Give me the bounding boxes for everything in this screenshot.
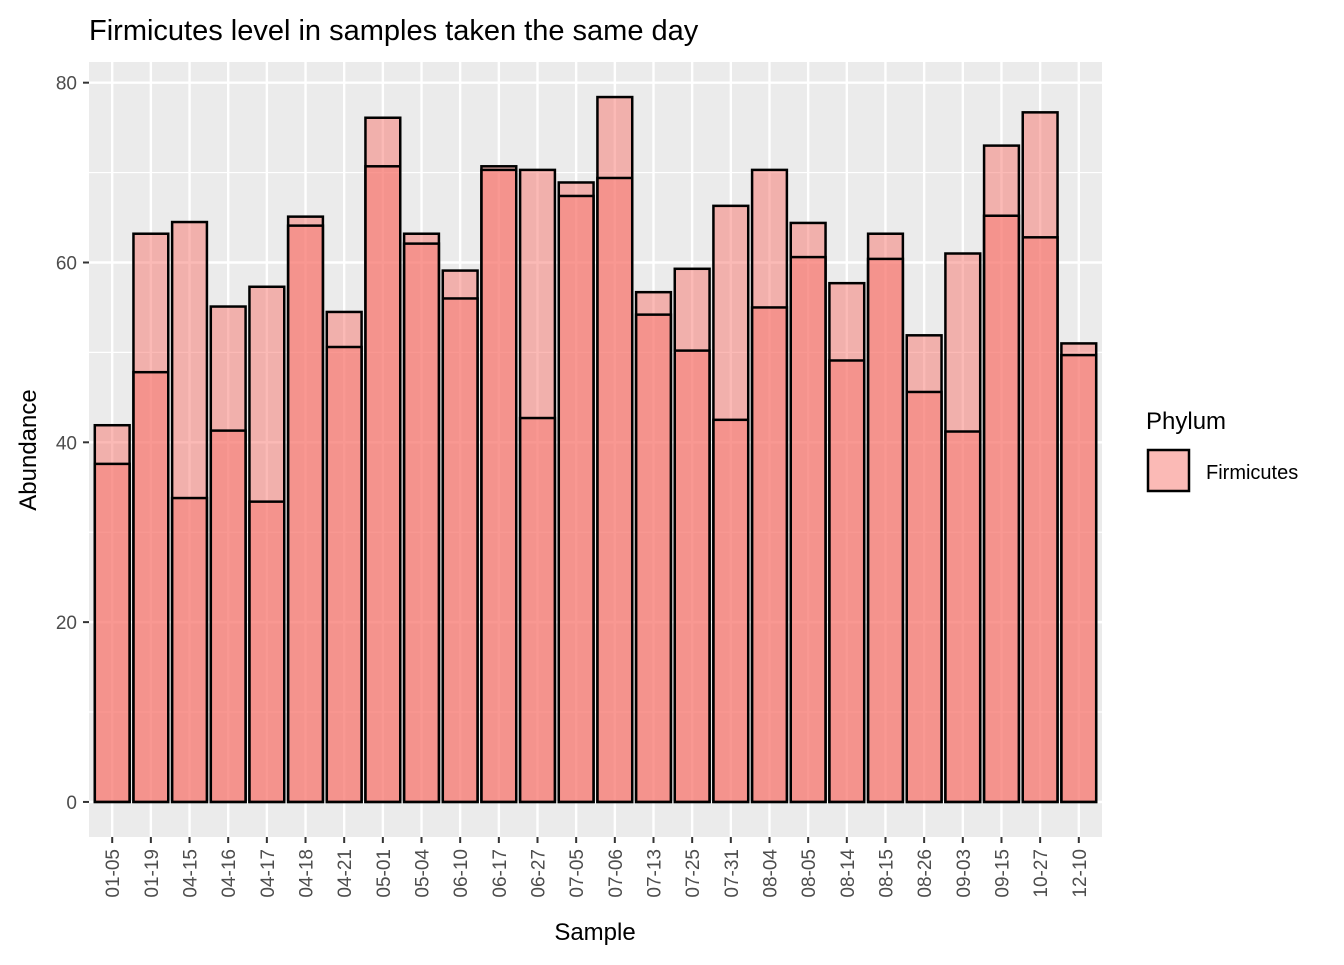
x-tick-label: 05-01 xyxy=(374,849,395,898)
x-tick-label: 07-06 xyxy=(606,849,627,898)
y-tick-label: 80 xyxy=(56,74,77,95)
x-tick-label: 07-13 xyxy=(644,849,665,898)
bar-05-01 xyxy=(364,165,402,804)
bar-09-03 xyxy=(944,430,982,804)
x-tick-label: 08-15 xyxy=(876,849,897,898)
bar-04-15 xyxy=(170,496,209,804)
x-tick-label: 12-10 xyxy=(1070,849,1091,898)
bar-07-05 xyxy=(557,194,595,804)
x-tick-label: 01-05 xyxy=(103,849,124,898)
x-tick-label: 04-18 xyxy=(297,849,318,898)
x-axis: 01-05 01-19 04-15 04-16 04-17 04-18 04-21 05-01… xyxy=(103,837,1091,898)
legend-label-firmicutes: Firmicutes xyxy=(1206,462,1298,484)
bar-08-05 xyxy=(789,255,827,804)
y-axis-label: Abundance xyxy=(15,389,42,510)
x-tick-label: 04-17 xyxy=(258,849,279,898)
x-tick-label: 10-27 xyxy=(1031,849,1052,898)
y-tick-label: 60 xyxy=(56,253,77,274)
bar-06-27 xyxy=(518,416,557,804)
x-tick-label: 08-14 xyxy=(838,849,859,898)
bar-08-26 xyxy=(905,390,943,804)
x-tick-label: 06-27 xyxy=(529,849,550,898)
x-tick-label: 07-31 xyxy=(722,849,743,898)
bar-01-05 xyxy=(93,462,131,804)
legend: Phylum Firmicutes xyxy=(1146,408,1298,493)
x-tick-label: 04-15 xyxy=(181,849,202,898)
bar-07-13 xyxy=(634,313,673,804)
bar-04-17 xyxy=(248,500,286,804)
bar-07-25 xyxy=(673,349,711,804)
bars xyxy=(93,95,1098,804)
x-tick-label: 08-26 xyxy=(915,849,936,898)
bar-04-16 xyxy=(209,429,247,804)
x-tick-label: 06-10 xyxy=(451,849,472,898)
y-tick-label: 0 xyxy=(66,793,77,814)
bar-09-15 xyxy=(982,214,1021,804)
x-axis-label: Sample xyxy=(554,919,635,946)
bar-12-10 xyxy=(1060,353,1098,804)
x-tick-label: 09-15 xyxy=(992,849,1013,898)
y-tick-label: 40 xyxy=(56,433,77,454)
bar-04-18 xyxy=(286,224,325,804)
bar-06-10 xyxy=(441,297,479,804)
bar-08-14 xyxy=(828,359,866,804)
chart-title: Firmicutes level in samples taken the sa… xyxy=(89,15,699,47)
bar-07-06 xyxy=(596,176,634,804)
x-tick-label: 08-05 xyxy=(799,849,820,898)
x-tick-label: 07-25 xyxy=(683,849,704,898)
bar-05-04 xyxy=(402,242,441,804)
bar-08-15 xyxy=(866,257,905,804)
y-axis: 0 20 40 60 80 xyxy=(56,74,89,814)
bar-07-31 xyxy=(712,418,750,804)
bar-01-19 xyxy=(132,370,170,804)
bar-06-17 xyxy=(480,168,518,804)
x-tick-label: 07-05 xyxy=(567,849,588,898)
x-tick-label: 04-16 xyxy=(219,849,240,898)
y-tick-label: 20 xyxy=(56,613,77,634)
x-tick-label: 04-21 xyxy=(335,849,356,898)
legend-title: Phylum xyxy=(1146,408,1226,435)
x-tick-label: 05-04 xyxy=(413,849,434,898)
bar-08-04 xyxy=(750,306,789,804)
x-tick-label: 06-17 xyxy=(490,849,511,898)
x-tick-label: 01-19 xyxy=(142,849,163,898)
bar-04-21 xyxy=(325,345,363,804)
x-tick-label: 08-04 xyxy=(760,849,781,898)
legend-key-firmicutes xyxy=(1146,448,1191,493)
x-tick-label: 09-03 xyxy=(954,849,975,898)
bar-10-27 xyxy=(1021,236,1059,804)
